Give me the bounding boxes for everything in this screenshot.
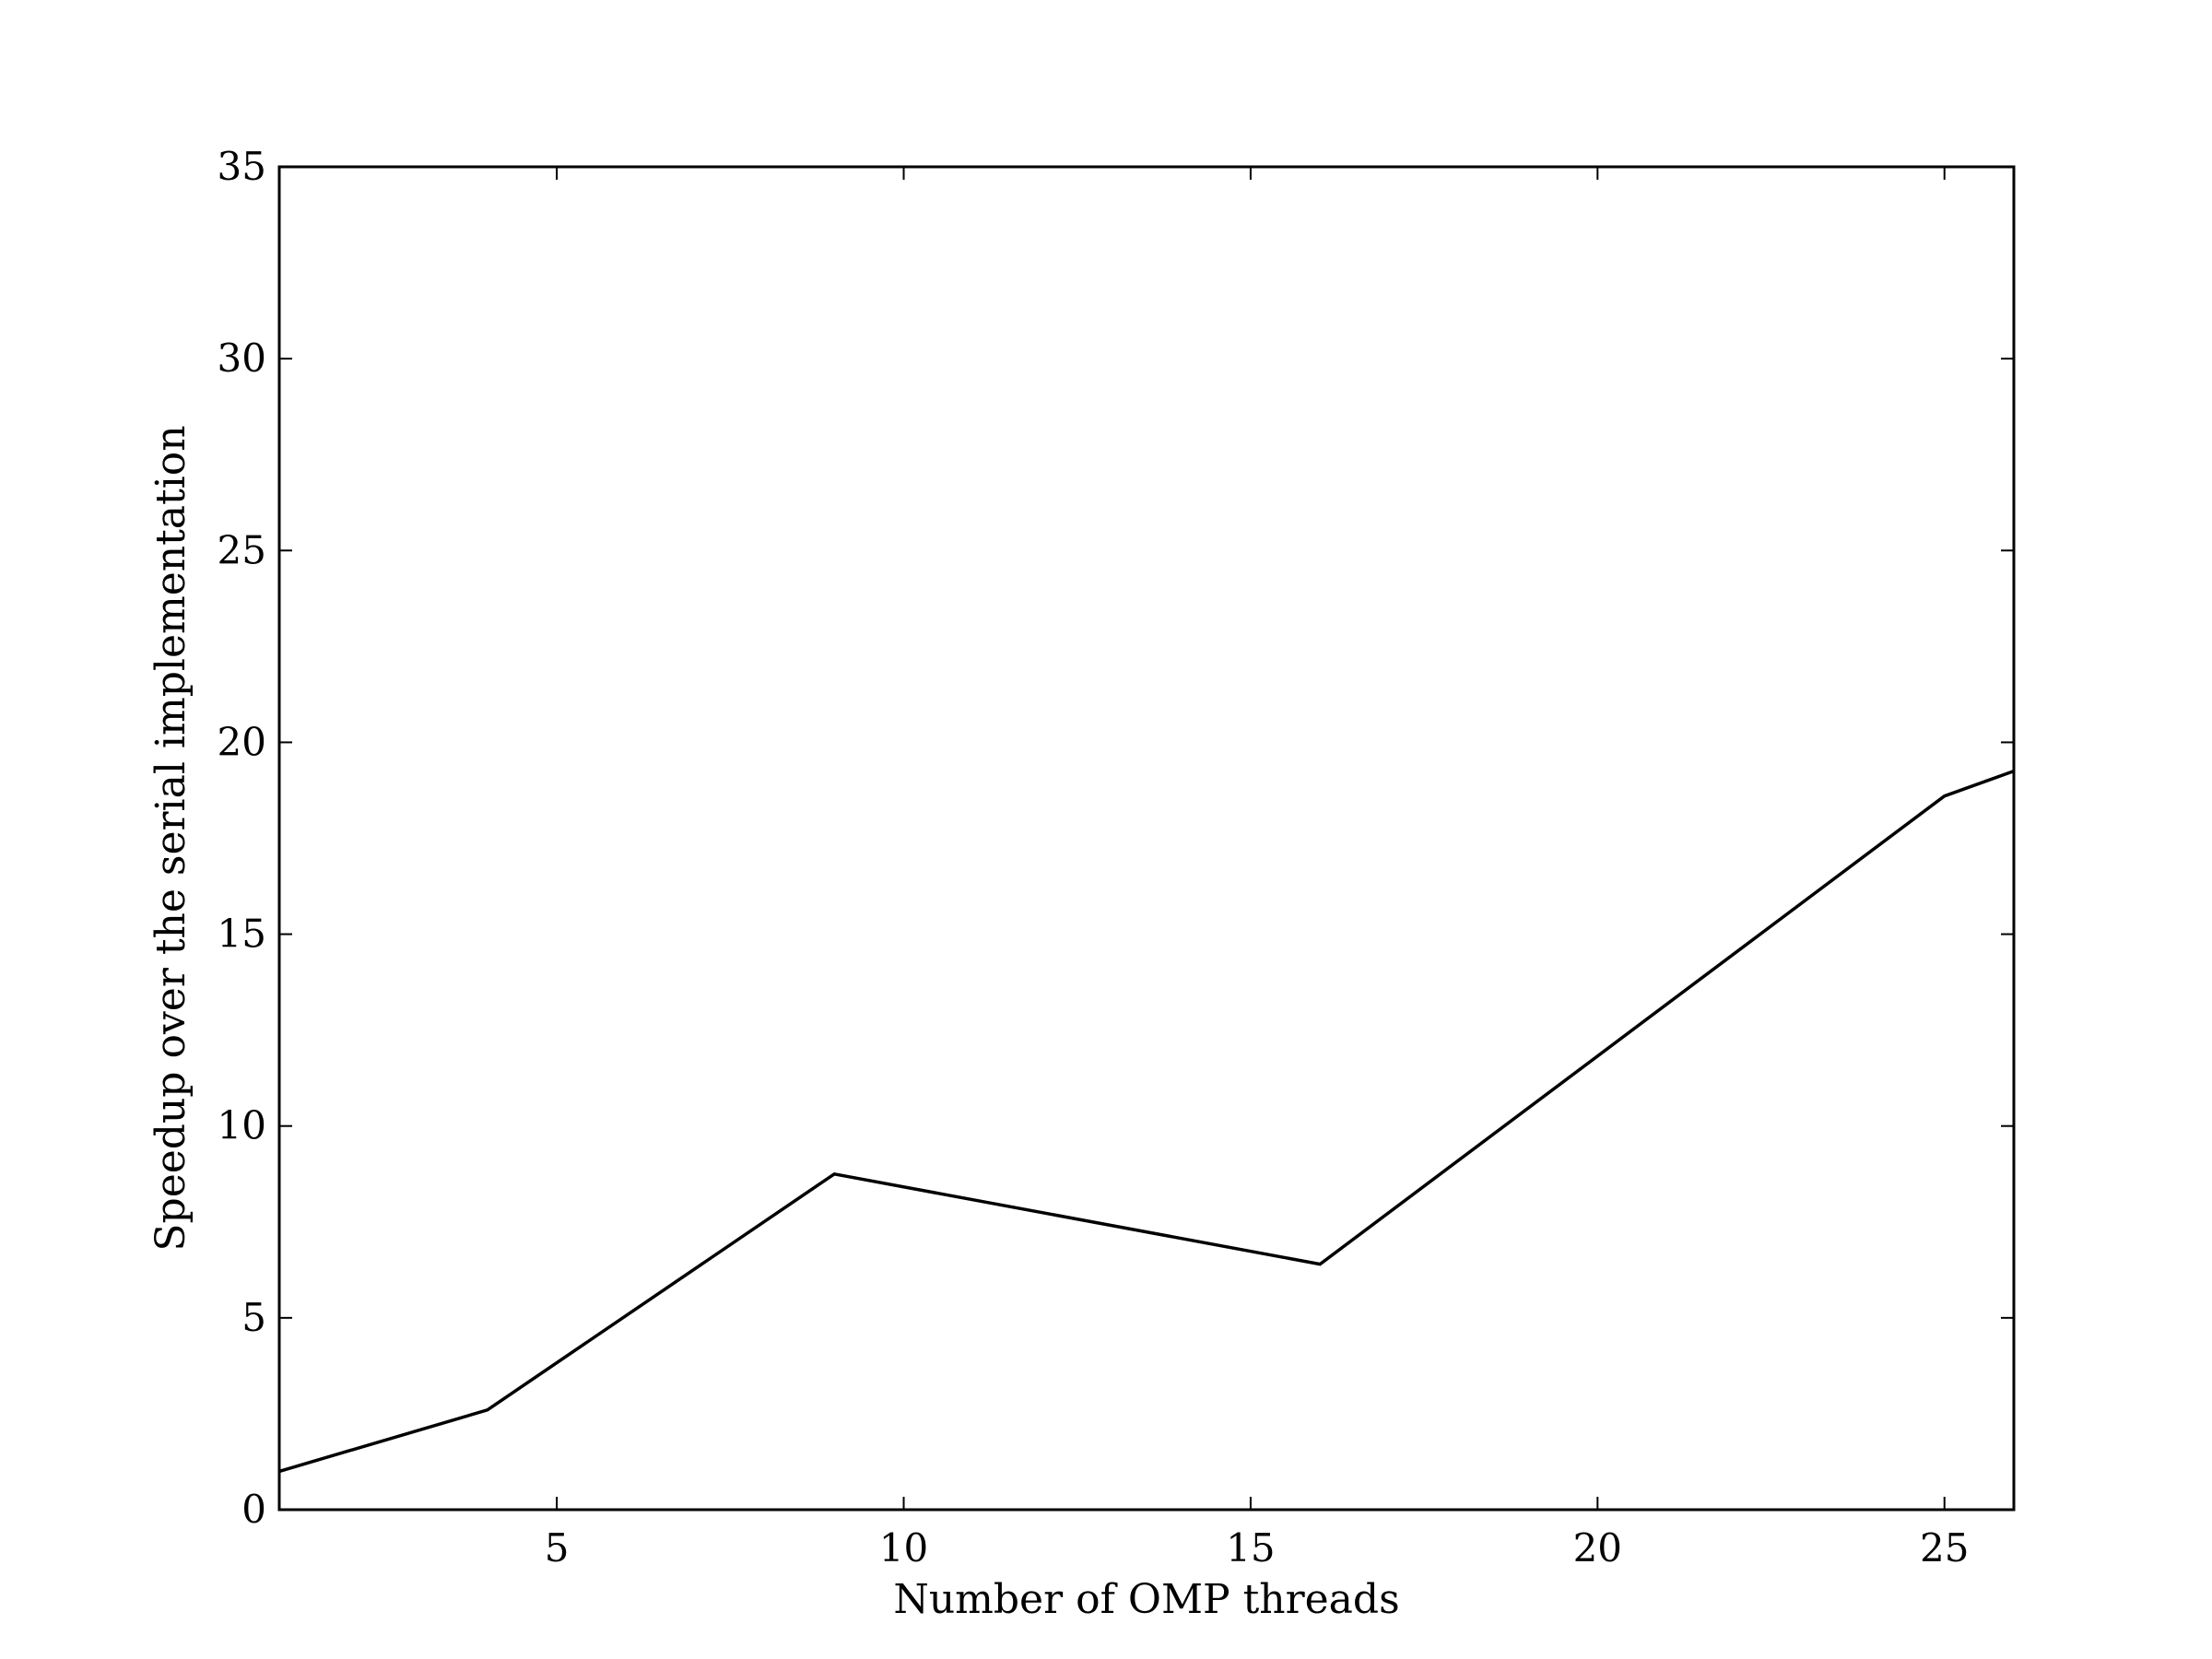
series-layer bbox=[278, 769, 2015, 1474]
y-tick-label: 0 bbox=[241, 1487, 266, 1532]
x-tick-label: 15 bbox=[1226, 1525, 1275, 1571]
y-tick-label: 20 bbox=[218, 719, 266, 764]
plot-frame bbox=[277, 165, 2016, 1512]
x-tick-label: 5 bbox=[545, 1525, 570, 1571]
y-axis-title: Speedup over the serial implementation bbox=[147, 425, 194, 1251]
tick-labels-layer: 5 10 15 20 25 0 5 10 15 20 25 30 35 bbox=[218, 144, 1970, 1571]
x-axis-title: Number of OMP threads bbox=[893, 1576, 1399, 1623]
y-tick-label: 15 bbox=[218, 912, 266, 957]
y-tick-label: 5 bbox=[241, 1295, 266, 1340]
x-tick-label: 10 bbox=[879, 1525, 928, 1571]
x-tick-label: 20 bbox=[1573, 1525, 1622, 1571]
y-tick-label: 35 bbox=[218, 144, 266, 189]
y-tick-label: 10 bbox=[218, 1103, 266, 1148]
series-line bbox=[278, 769, 2015, 1474]
ticks-layer bbox=[279, 166, 2014, 1511]
x-tick-label: 25 bbox=[1920, 1525, 1969, 1571]
y-tick-label: 25 bbox=[218, 527, 266, 572]
y-tick-label: 30 bbox=[218, 335, 266, 381]
